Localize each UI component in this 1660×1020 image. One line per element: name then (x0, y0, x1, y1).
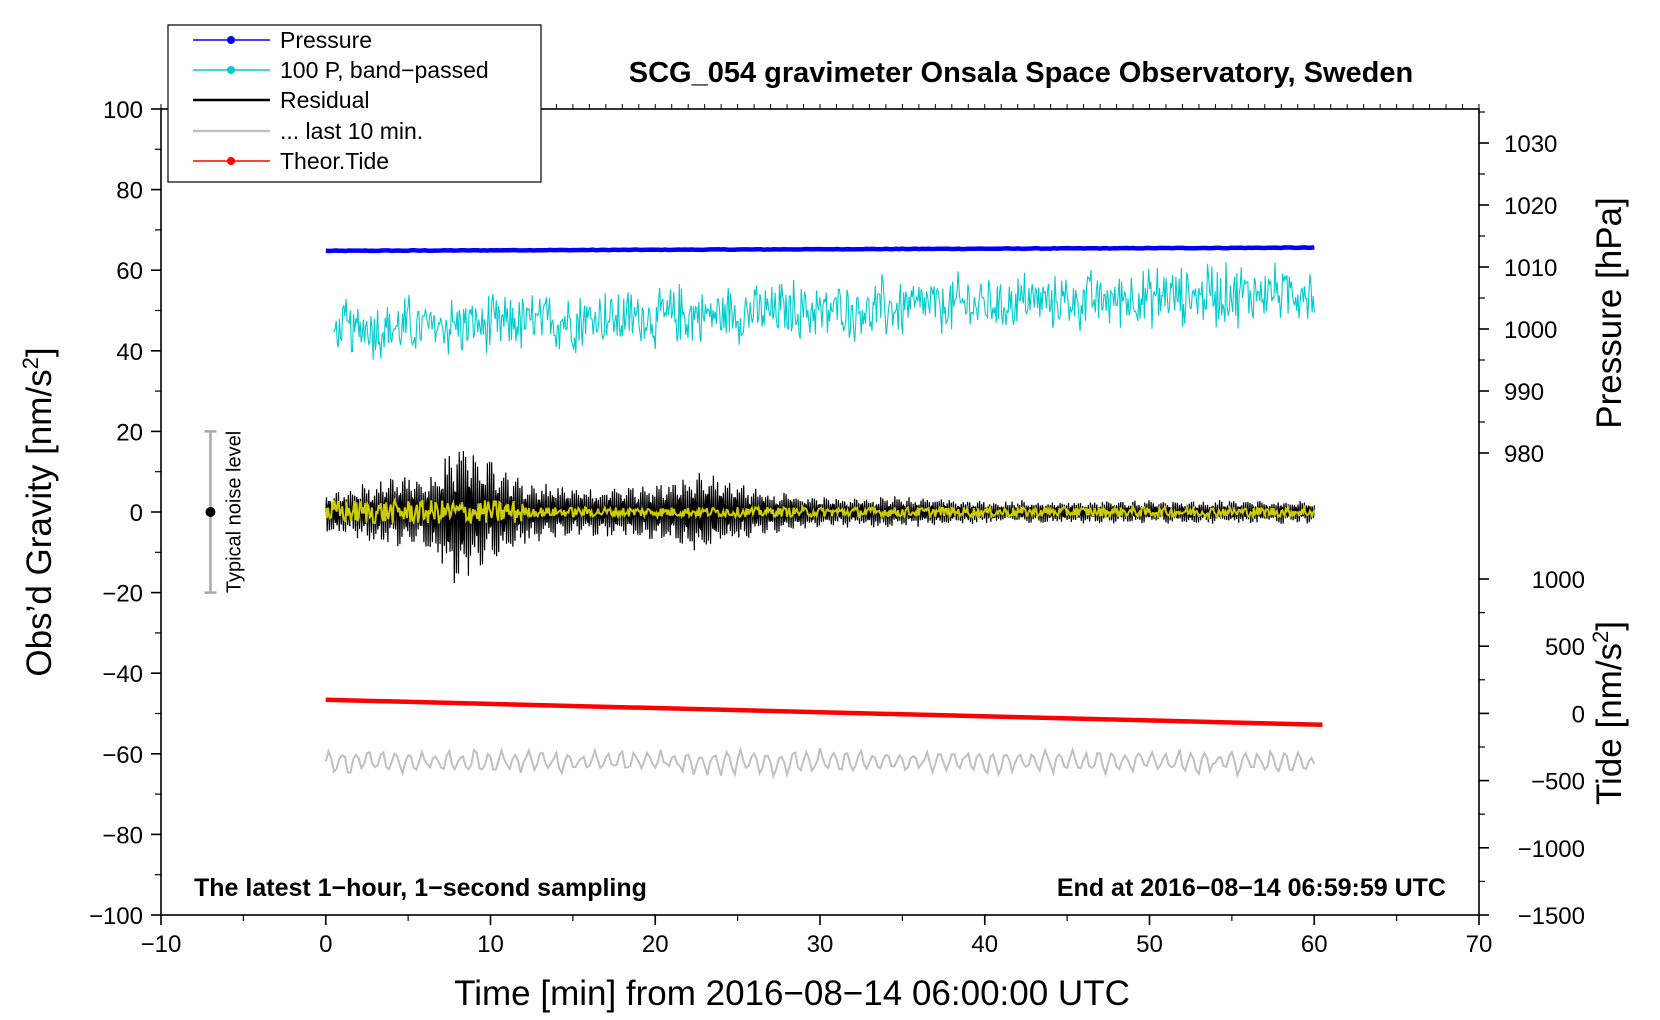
x-tick-label: −10 (141, 931, 182, 958)
pressure-tick-label: 1020 (1504, 193, 1557, 220)
x-axis-ticks: −10 0 10 20 30 40 50 60 70 (141, 104, 1493, 958)
x-tick-label: 20 (642, 931, 669, 958)
legend-marker (227, 66, 235, 74)
legend-label: ... last 10 min. (280, 118, 423, 144)
legend-item-band-passed: 100 P, band−passed (193, 57, 489, 83)
noise-bar: Typical noise level (204, 430, 245, 594)
series-pressure (325, 245, 1315, 254)
legend-label: 100 P, band−passed (280, 57, 489, 83)
sampling-note: The latest 1−hour, 1−second sampling (194, 874, 647, 902)
pressure-axis-label: Pressure [hPa] (1590, 197, 1629, 429)
tide-tick-label: −1000 (1518, 836, 1585, 863)
series-theor-tide (325, 697, 1323, 728)
legend-item-last-10-min: ... last 10 min. (193, 118, 423, 144)
x-tick-label: 60 (1301, 931, 1328, 958)
legend-item-theor-tide: Theor.Tide (193, 148, 389, 174)
tide-axis-label: Tide [nm/s2] (1588, 621, 1629, 805)
y-tick-label: −80 (102, 822, 143, 849)
y-tick-label: 0 (130, 500, 143, 527)
tide-tick-label: 1000 (1532, 567, 1585, 594)
y-axis-label: Obs’d Gravity [nm/s2] (18, 347, 59, 676)
x-tick-label: 40 (971, 931, 998, 958)
tide-tick-label: −500 (1531, 769, 1585, 796)
x-tick-label: 30 (807, 931, 834, 958)
y-tick-label: 20 (116, 419, 143, 446)
x-tick-label: 70 (1466, 931, 1493, 958)
noise-label: Typical noise level (223, 431, 245, 593)
legend-marker (227, 157, 235, 165)
y-tick-label: 60 (116, 258, 143, 285)
x-tick-label: 10 (477, 931, 504, 958)
series-band-passed (333, 261, 1315, 360)
pressure-tick-label: 990 (1504, 379, 1544, 406)
legend-label: Residual (280, 87, 370, 113)
pressure-tick-label: 1030 (1504, 131, 1557, 158)
pressure-axis-ticks: 1030 1020 1010 1000 990 980 (1479, 111, 1557, 468)
series-last-10-min (324, 746, 1316, 780)
tide-tick-label: 0 (1572, 701, 1585, 728)
series-residual-smoothed (324, 497, 1316, 525)
end-time-note: End at 2016−08−14 06:59:59 UTC (1057, 874, 1446, 902)
legend-item-pressure: Pressure (193, 27, 372, 53)
y-axis-ticks: 100 80 60 40 20 0 −20 −40 −60 −80 −100 (89, 97, 161, 930)
series-group (324, 245, 1323, 780)
legend-marker (227, 36, 235, 44)
x-tick-label: 0 (319, 931, 332, 958)
pressure-tick-label: 1010 (1504, 255, 1557, 282)
pressure-tick-label: 1000 (1504, 317, 1557, 344)
legend-label: Theor.Tide (280, 148, 389, 174)
tide-axis-ticks: 1000 500 0 −500 −1000 −1500 (1479, 567, 1585, 930)
y-tick-label: −40 (102, 661, 143, 688)
y-tick-label: 100 (103, 97, 143, 124)
chart-title: SCG_054 gravimeter Onsala Space Observat… (629, 57, 1413, 89)
series-residual (325, 451, 1315, 584)
legend-label: Pressure (280, 27, 372, 53)
legend-item-residual: Residual (193, 87, 370, 113)
noise-bar-dot (205, 507, 216, 517)
x-tick-label: 50 (1136, 931, 1163, 958)
legend-box (167, 24, 542, 183)
y-tick-label: 80 (116, 178, 143, 205)
y-tick-label: −100 (89, 903, 143, 930)
tide-tick-label: 500 (1545, 634, 1585, 661)
tide-tick-label: −1500 (1518, 903, 1585, 930)
y-tick-label: 40 (116, 339, 143, 366)
y-tick-label: −60 (102, 742, 143, 769)
x-axis-label: Time [min] from 2016−08−14 06:00:00 UTC (454, 974, 1130, 1013)
y-tick-label: −20 (102, 581, 143, 608)
pressure-tick-label: 980 (1504, 441, 1544, 468)
legend: Pressure 100 P, band−passed Residual ...… (167, 24, 542, 183)
